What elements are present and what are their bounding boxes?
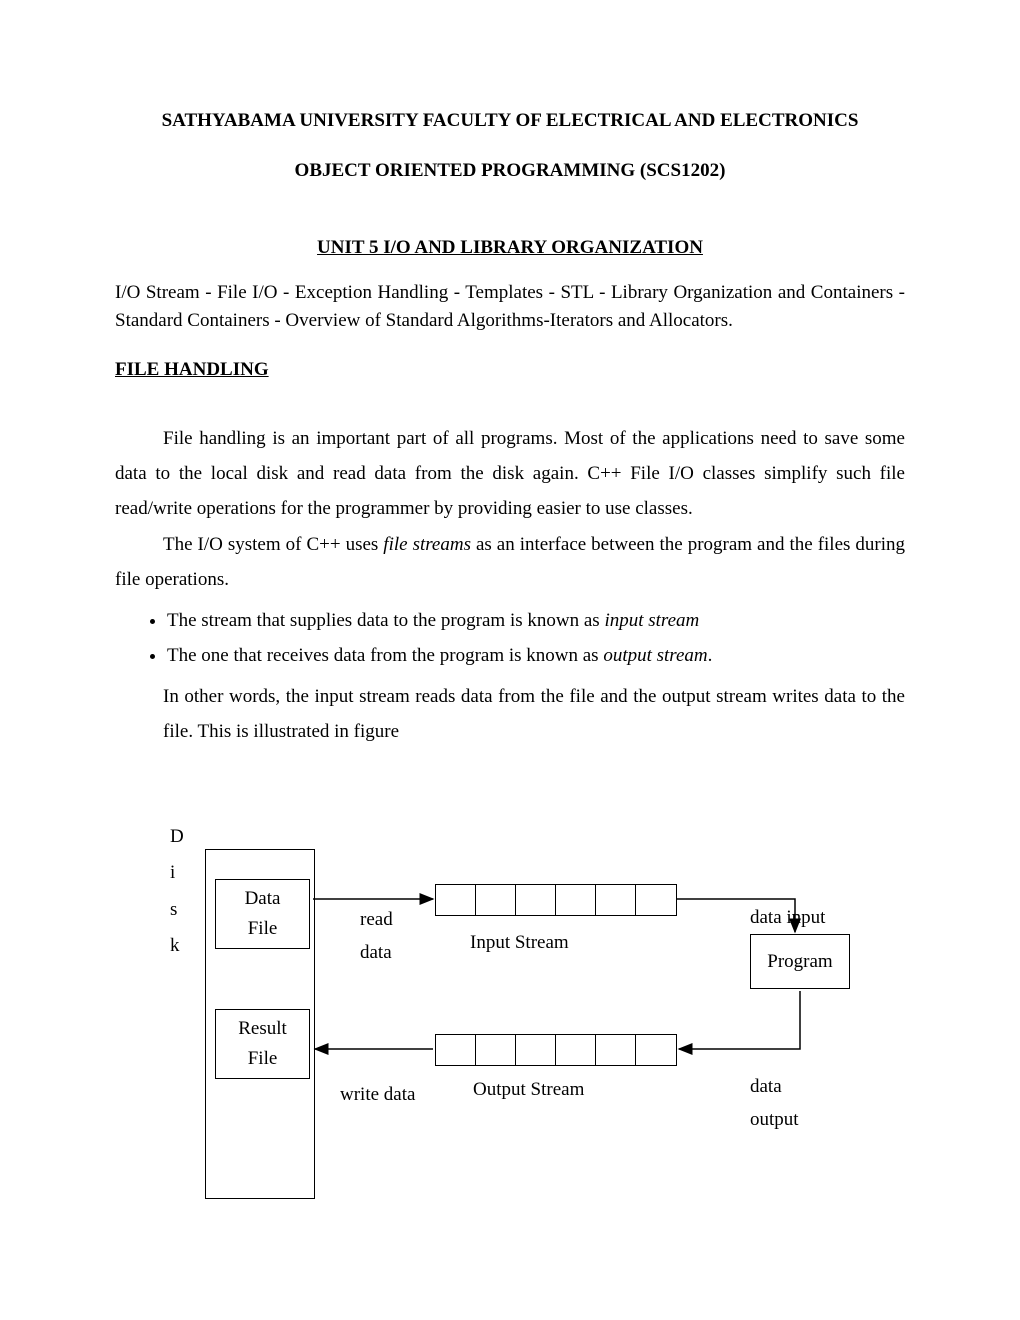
b1-italic: input stream [604,610,699,631]
program-box: Program [750,934,850,989]
result-file-box: Result File [215,1009,310,1079]
bullet-2: The one that receives data from the prog… [167,638,905,673]
b2-pre: The one that receives data from the prog… [167,645,603,666]
b2-italic: output stream [603,645,707,666]
input-stream-cells [435,884,677,916]
university-header: SATHYABAMA UNIVERSITY FACULTY OF ELECTRI… [115,110,905,132]
stream-diagram: D i s k Data File Result File read data … [115,819,905,1219]
after-bullets-text: In other words, the input stream reads d… [163,679,905,749]
paragraph-2: The I/O system of C++ uses file streams … [115,527,905,597]
disk-label: D i s k [170,819,184,963]
output-stream-label: Output Stream [473,1074,584,1106]
syllabus-text: I/O Stream - File I/O - Exception Handli… [115,279,905,334]
output-stream-cells [435,1034,677,1066]
p2-pre: The I/O system of C++ uses [163,534,383,555]
course-header: OBJECT ORIENTED PROGRAMMING (SCS1202) [115,160,905,182]
read-data-label: read data [360,904,393,969]
bullet-list: The stream that supplies data to the pro… [115,603,905,673]
section-title: FILE HANDLING [115,359,905,381]
page: SATHYABAMA UNIVERSITY FACULTY OF ELECTRI… [0,0,1020,1219]
data-input-label: data input [750,902,825,934]
bullet-1: The stream that supplies data to the pro… [167,603,905,638]
input-stream-label: Input Stream [470,927,569,959]
data-file-box: Data File [215,879,310,949]
unit-title: UNIT 5 I/O AND LIBRARY ORGANIZATION [115,237,905,259]
b2-post: . [708,645,713,666]
p2-italic: file streams [383,534,471,555]
paragraph-1: File handling is an important part of al… [115,421,905,526]
write-data-label: write data [340,1079,415,1111]
data-output-label: data output [750,1071,799,1136]
b1-pre: The stream that supplies data to the pro… [167,610,604,631]
